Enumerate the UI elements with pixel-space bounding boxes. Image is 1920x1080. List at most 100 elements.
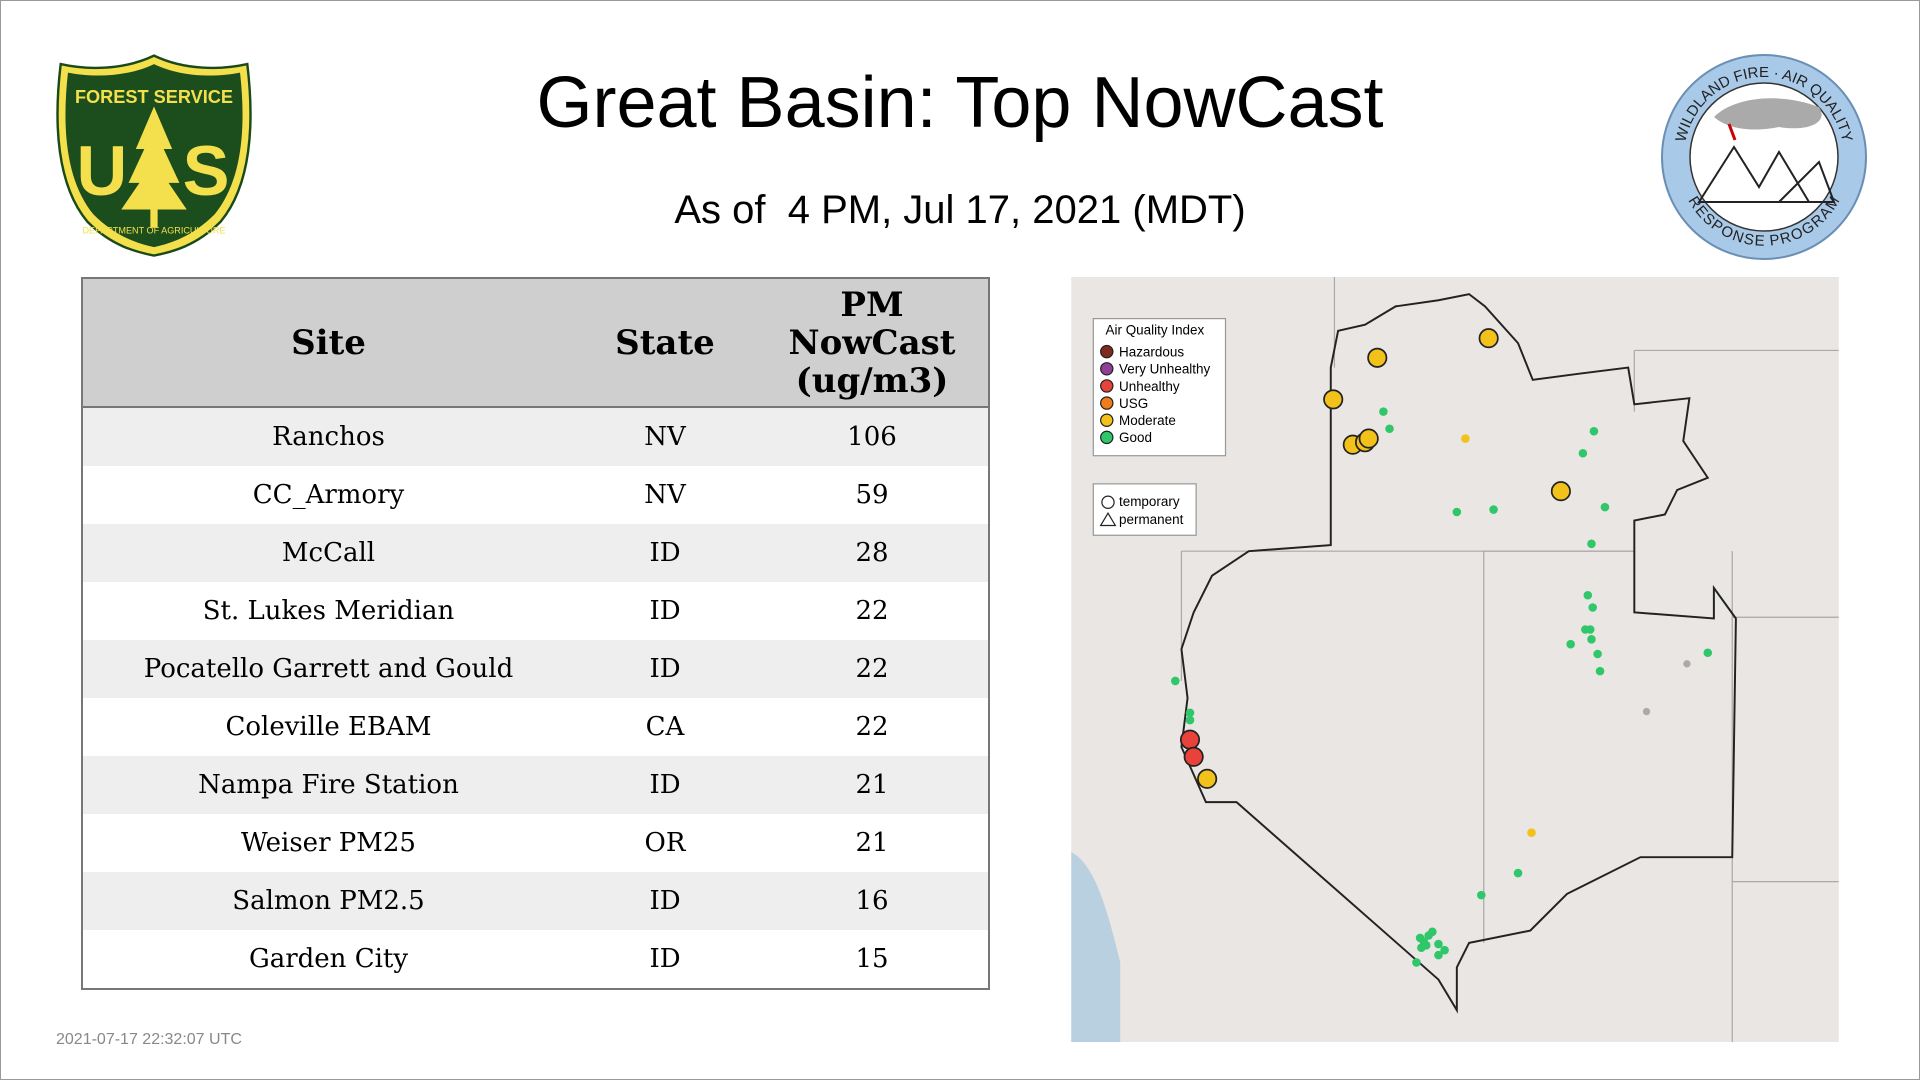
good-site <box>1589 426 1599 436</box>
logo-letter: S <box>183 131 230 210</box>
good-site <box>1581 625 1590 634</box>
good-site <box>1452 507 1462 517</box>
table-cell: 22 <box>756 698 989 756</box>
table-cell: 16 <box>756 872 989 930</box>
table-cell: ID <box>574 930 756 989</box>
moderate-site <box>1358 428 1379 449</box>
logo-text: FOREST SERVICE <box>75 87 233 107</box>
moderate-site <box>1197 768 1218 789</box>
shape-symbol <box>1101 495 1115 509</box>
good-site <box>1703 648 1713 658</box>
good-site <box>1477 890 1486 900</box>
shape-label: temporary <box>1119 494 1180 509</box>
ocean <box>1071 852 1121 1042</box>
forest-service-logo: FOREST SERVICE U S DEPARTMENT OF AGRICUL… <box>56 54 252 257</box>
table-cell: NV <box>574 466 756 524</box>
table-cell: Salmon PM2.5 <box>82 872 574 930</box>
table-cell: ID <box>574 524 756 582</box>
header-row: Site State PM NowCast (ug/m3) <box>82 278 989 408</box>
good-site <box>1588 603 1597 612</box>
map: Hazardous Very Unhealthy Unhealthy USG Moder… <box>1071 277 1839 1042</box>
legend-swatch <box>1100 344 1114 359</box>
good-site <box>1428 927 1437 937</box>
table-row: Ranchos NV 106 <box>82 407 989 466</box>
table-cell: ID <box>574 872 756 930</box>
table-cell: Garden City <box>82 930 574 989</box>
moderate-site <box>1527 828 1536 837</box>
table-cell: OR <box>574 814 756 872</box>
legend-swatch <box>1100 396 1114 410</box>
legend-swatch <box>1100 413 1114 427</box>
legend-label: Unhealthy <box>1119 379 1180 394</box>
table-row: Garden City ID 15 <box>82 930 989 989</box>
table-cell: Nampa Fire Station <box>82 756 574 814</box>
wfaq-logo: WILDLAND FIRE · AIR QUALITY RESPONSE PRO… <box>1661 54 1867 260</box>
table-cell: 28 <box>756 524 989 582</box>
legend-title: Air Quality Index <box>1106 323 1205 338</box>
table-cell: ID <box>574 640 756 698</box>
table-cell: 21 <box>756 814 989 872</box>
good-site <box>1185 708 1195 718</box>
moderate-site <box>1550 481 1571 502</box>
legend-label: Hazardous <box>1119 345 1184 360</box>
good-site <box>1595 666 1605 676</box>
legend-swatch <box>1100 362 1114 376</box>
table-body: Ranchos NV 106 CC_Armory NV 59 McCall ID 28 St. L… <box>82 407 989 989</box>
inactive-site <box>1683 660 1691 668</box>
inactive-site <box>1642 707 1651 716</box>
good-site <box>1587 635 1596 644</box>
legend: Hazardous Very Unhealthy Unhealthy USG Moder… <box>1100 344 1211 445</box>
table-row: Coleville EBAM CA 22 <box>82 698 989 756</box>
good-site <box>1434 950 1443 960</box>
subtitle: As of 4 PM, Jul 17, 2021 (MDT) <box>674 188 1246 232</box>
good-site <box>1171 676 1180 686</box>
unhealthy-site <box>1183 746 1204 767</box>
table-cell: CC_Armory <box>82 466 574 524</box>
legend-label: Very Unhealthy <box>1119 362 1211 377</box>
table-cell: NV <box>574 407 756 466</box>
table-row: St. Lukes Meridian ID 22 <box>82 582 989 640</box>
table-cell: ID <box>574 582 756 640</box>
good-site <box>1600 502 1610 512</box>
shape-symbol <box>1099 512 1117 527</box>
legend-box <box>1092 318 1227 457</box>
column-header: Site <box>82 278 574 408</box>
table-cell: ID <box>574 756 756 814</box>
good-site <box>1593 649 1602 659</box>
moderate-site <box>1323 389 1344 410</box>
moderate-site <box>1367 347 1388 368</box>
good-site <box>1566 639 1575 649</box>
table-row: Pocatello Garrett and Gould ID 22 <box>82 640 989 698</box>
logo-letter: U <box>77 131 128 210</box>
table-cell: St. Lukes Meridian <box>82 582 574 640</box>
moderate-site <box>1478 328 1499 349</box>
good-site <box>1385 424 1394 434</box>
table-row: McCall ID 28 <box>82 524 989 582</box>
legend-label: USG <box>1119 396 1148 411</box>
region-outline <box>1180 293 1737 1014</box>
good-site <box>1440 945 1449 955</box>
legend-label: Good <box>1119 430 1152 445</box>
good-site <box>1489 505 1498 514</box>
unhealthy-site <box>1179 729 1201 750</box>
title: Great Basin: Top NowCast <box>536 63 1384 143</box>
table-row: CC_Armory NV 59 <box>82 466 989 524</box>
shape-legend-box <box>1092 483 1197 536</box>
good-site <box>1379 407 1388 416</box>
legend-label: Moderate <box>1119 413 1176 428</box>
table-cell: 59 <box>756 466 989 524</box>
table-cell: Pocatello Garrett and Gould <box>82 640 574 698</box>
moderate-site <box>1461 434 1470 443</box>
table-cell: CA <box>574 698 756 756</box>
table-cell: Ranchos <box>82 407 574 466</box>
good-site <box>1513 868 1523 878</box>
table-cell: 22 <box>756 582 989 640</box>
table-row: Nampa Fire Station ID 21 <box>82 756 989 814</box>
table-cell: 22 <box>756 640 989 698</box>
good-site <box>1412 958 1421 967</box>
legend-swatch <box>1100 379 1114 393</box>
good-site <box>1583 590 1593 600</box>
table-cell: 21 <box>756 756 989 814</box>
